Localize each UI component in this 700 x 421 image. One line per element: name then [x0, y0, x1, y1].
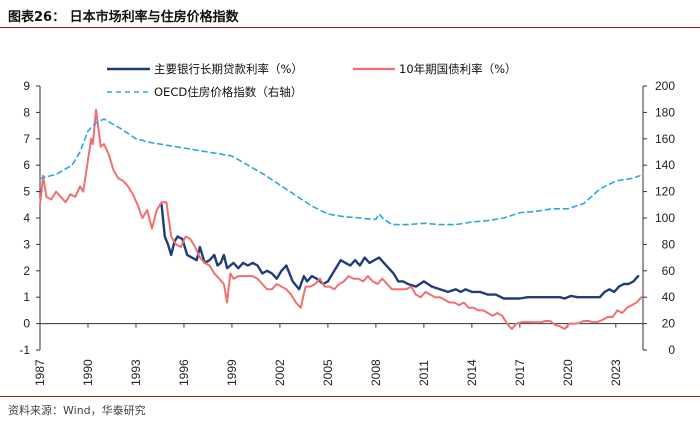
- left-tick-label: -1: [19, 343, 30, 357]
- x-tick-label: 1996: [177, 359, 191, 386]
- left-tick-label: 8: [23, 105, 30, 119]
- figure-title: 图表26： 日本市场利率与住房价格指数: [8, 10, 239, 25]
- x-tick-label: 2014: [465, 359, 479, 386]
- right-tick-label: 180: [655, 105, 675, 119]
- x-tick-label: 1987: [33, 359, 47, 386]
- x-tick-label: 2005: [321, 359, 335, 386]
- right-tick-label: 80: [662, 237, 676, 251]
- right-tick-label: 100: [655, 211, 675, 225]
- left-tick-label: 0: [23, 317, 30, 331]
- series-line-10y-jgb-yield: [39, 108, 643, 330]
- x-tick-label: 2002: [273, 359, 287, 386]
- x-tick-label: 2017: [513, 359, 527, 386]
- legend-label: OECD住房价格指数（右轴）: [154, 85, 302, 99]
- right-tick-label: 200: [655, 79, 675, 93]
- left-tick-label: 3: [23, 237, 30, 251]
- left-tick-label: 9: [23, 79, 30, 93]
- left-tick-label: 6: [23, 158, 30, 172]
- x-tick-label: 2011: [417, 360, 431, 386]
- left-tick-label: 2: [23, 264, 30, 278]
- left-tick-label: 5: [23, 185, 30, 199]
- x-tick-label: 2023: [609, 359, 623, 386]
- source-rule: [0, 396, 700, 397]
- left-tick-label: 4: [23, 211, 30, 225]
- x-tick-label: 2008: [369, 359, 383, 386]
- x-tick-label: 2020: [561, 359, 575, 386]
- source-note: 资料来源：Wind，华泰研究: [8, 404, 146, 417]
- right-tick-label: 120: [655, 185, 675, 199]
- right-tick-label: 40: [662, 290, 676, 304]
- x-tick-label: 1990: [81, 359, 95, 386]
- right-tick-label: 160: [655, 132, 675, 146]
- series-line-oecd-house-price-index: [39, 118, 641, 226]
- right-tick-label: 20: [662, 317, 676, 331]
- x-tick-label: 1999: [225, 359, 239, 386]
- legend-label: 10年期国债利率（%）: [399, 62, 517, 76]
- legend-label: 主要银行长期贷款利率（%）: [154, 62, 303, 76]
- right-tick-label: 0: [668, 343, 675, 357]
- title-rule: [0, 27, 700, 28]
- left-tick-label: 1: [23, 290, 30, 304]
- right-tick-label: 60: [662, 264, 676, 278]
- series-line-bank-lending-rate: [160, 203, 640, 300]
- x-tick-label: 1993: [129, 359, 143, 386]
- right-tick-label: 140: [655, 158, 675, 172]
- left-tick-label: 7: [23, 132, 30, 146]
